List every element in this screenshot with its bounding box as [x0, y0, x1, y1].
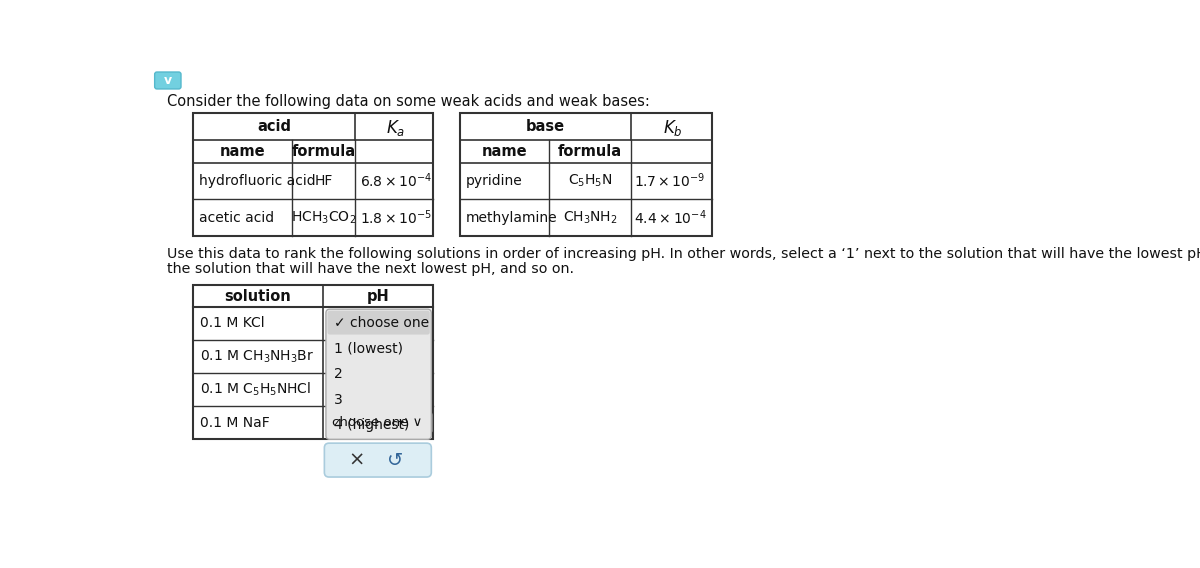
- Text: ×: ×: [348, 450, 365, 470]
- FancyBboxPatch shape: [326, 309, 431, 439]
- Text: Use this data to rank the following solutions in order of increasing pH. In othe: Use this data to rank the following solu…: [167, 247, 1200, 261]
- Text: the solution that will have the next lowest pH, and so on.: the solution that will have the next low…: [167, 262, 574, 276]
- FancyBboxPatch shape: [324, 443, 431, 477]
- Bar: [193, 113, 433, 236]
- Text: HCH$_3$CO$_2$: HCH$_3$CO$_2$: [290, 210, 356, 225]
- Bar: [193, 285, 433, 439]
- Text: 4 (highest): 4 (highest): [334, 418, 409, 432]
- Text: 0.1 M C$_5$H$_5$NHCl: 0.1 M C$_5$H$_5$NHCl: [200, 381, 311, 398]
- Text: name: name: [220, 144, 265, 159]
- Text: name: name: [481, 144, 527, 159]
- Text: $1.7 \times 10^{-9}$: $1.7 \times 10^{-9}$: [635, 172, 706, 190]
- Text: formula: formula: [292, 144, 355, 159]
- Text: 0.1 M KCl: 0.1 M KCl: [200, 316, 265, 331]
- Text: formula: formula: [558, 144, 622, 159]
- Text: C$_5$H$_5$N: C$_5$H$_5$N: [568, 173, 612, 189]
- Text: 3: 3: [334, 392, 342, 407]
- Text: hydrofluoric acid: hydrofluoric acid: [199, 174, 316, 188]
- Text: acid: acid: [257, 119, 292, 134]
- FancyBboxPatch shape: [328, 311, 430, 335]
- Text: $K_b$: $K_b$: [662, 118, 683, 138]
- Text: pH: pH: [366, 289, 389, 303]
- FancyBboxPatch shape: [155, 72, 181, 89]
- Text: 0.1 M NaF: 0.1 M NaF: [200, 416, 270, 430]
- Text: Consider the following data on some weak acids and weak bases:: Consider the following data on some weak…: [167, 94, 650, 108]
- Text: v: v: [163, 74, 172, 87]
- Text: 1 (lowest): 1 (lowest): [334, 342, 403, 356]
- Text: $K_a$: $K_a$: [386, 118, 406, 138]
- Text: CH$_3$NH$_2$: CH$_3$NH$_2$: [563, 210, 617, 225]
- Text: ✓ choose one: ✓ choose one: [334, 316, 428, 331]
- Text: ↺: ↺: [386, 450, 403, 470]
- Text: HF: HF: [314, 174, 332, 188]
- Text: pyridine: pyridine: [466, 174, 523, 188]
- Text: 2: 2: [334, 367, 342, 381]
- Text: $1.8 \times 10^{-5}$: $1.8 \times 10^{-5}$: [360, 208, 432, 227]
- Bar: [460, 113, 712, 236]
- Text: $6.8 \times 10^{-4}$: $6.8 \times 10^{-4}$: [360, 172, 432, 190]
- Text: solution: solution: [224, 289, 292, 303]
- Text: 0.1 M CH$_3$NH$_3$Br: 0.1 M CH$_3$NH$_3$Br: [200, 348, 314, 365]
- Text: methylamine: methylamine: [466, 211, 558, 224]
- Text: base: base: [526, 119, 565, 134]
- FancyBboxPatch shape: [326, 413, 432, 433]
- Text: choose one ∨: choose one ∨: [332, 416, 422, 429]
- Text: acetic acid: acetic acid: [199, 211, 274, 224]
- Text: $4.4 \times 10^{-4}$: $4.4 \times 10^{-4}$: [635, 208, 707, 227]
